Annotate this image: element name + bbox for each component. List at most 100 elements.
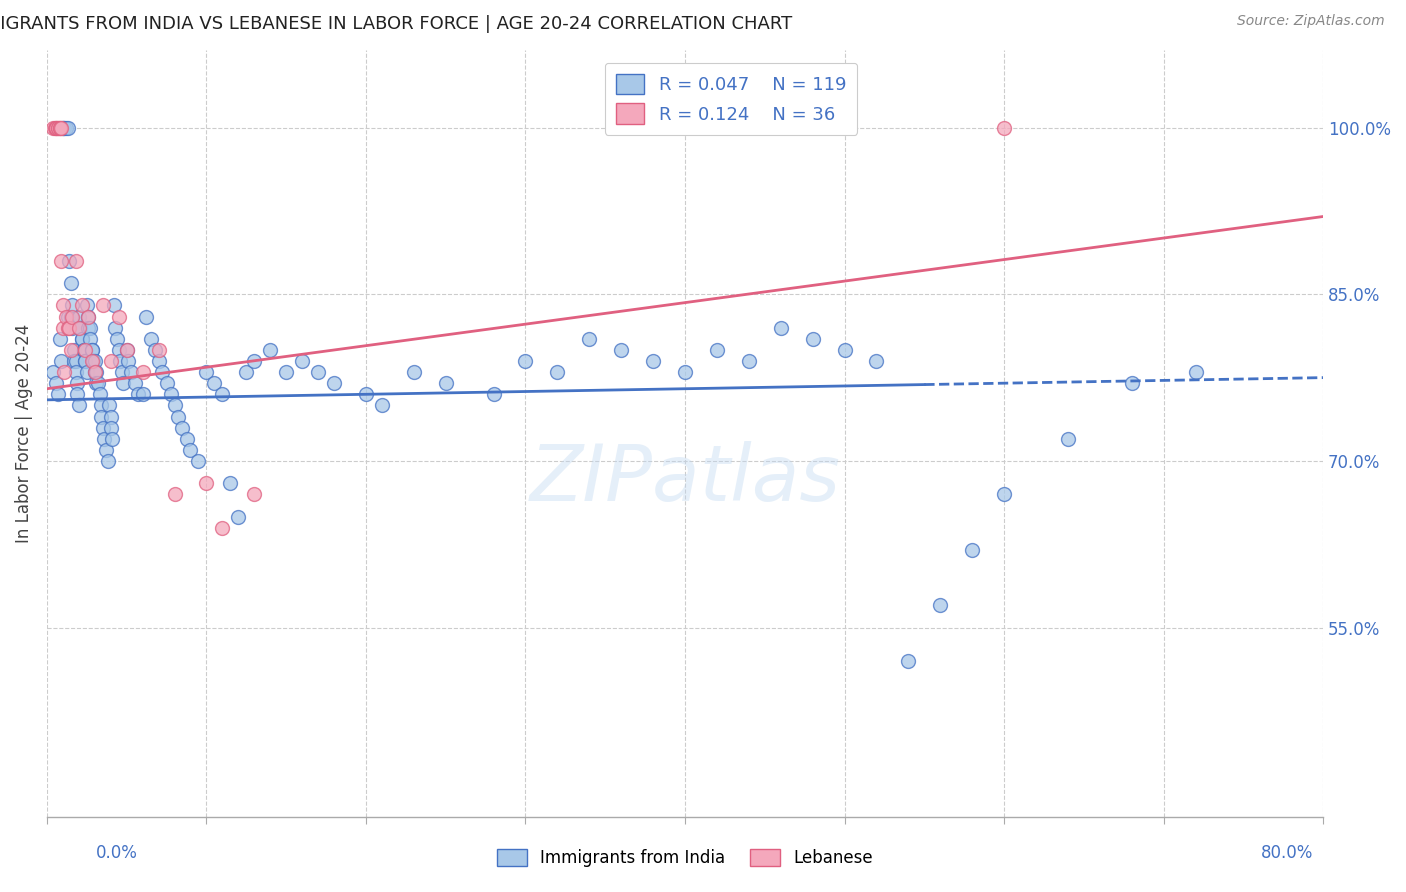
Point: [67, 398, 90, 412]
Point: [100, 409, 122, 424]
Point: [107, 343, 129, 357]
Point: [48, 120, 70, 135]
Point: [67, 310, 90, 324]
Point: [155, 376, 177, 391]
Point: [51, 120, 73, 135]
Point: [83, 354, 105, 368]
Point: [127, 387, 149, 401]
Point: [46, 120, 69, 135]
Point: [63, 343, 86, 357]
Point: [42, 120, 65, 135]
Point: [55, 310, 77, 324]
Point: [131, 387, 153, 401]
Point: [104, 320, 127, 334]
Point: [993, 487, 1015, 501]
Point: [59, 276, 82, 290]
Point: [65, 365, 87, 379]
Point: [148, 354, 170, 368]
Point: [98, 398, 121, 412]
Point: [70, 332, 93, 346]
Point: [371, 398, 394, 412]
Point: [243, 487, 266, 501]
Point: [58, 320, 80, 334]
Point: [59, 343, 82, 357]
Point: [145, 343, 167, 357]
Point: [515, 354, 537, 368]
Point: [76, 298, 98, 312]
Point: [91, 420, 114, 434]
Point: [434, 376, 457, 391]
Point: [610, 343, 633, 357]
Point: [65, 354, 87, 368]
Point: [1121, 376, 1143, 391]
Point: [80, 343, 103, 357]
Point: [801, 332, 824, 346]
Point: [1057, 432, 1080, 446]
Point: [77, 310, 100, 324]
Point: [51, 254, 73, 268]
Legend: R = 0.047    N = 119, R = 0.124    N = 36: R = 0.047 N = 119, R = 0.124 N = 36: [605, 62, 858, 135]
Point: [120, 365, 142, 379]
Point: [59, 310, 82, 324]
Point: [83, 365, 105, 379]
Point: [48, 120, 70, 135]
Point: [115, 343, 138, 357]
Point: [228, 509, 250, 524]
Y-axis label: In Labor Force | Age 20-24: In Labor Force | Age 20-24: [15, 324, 32, 543]
Point: [195, 476, 218, 491]
Point: [66, 376, 89, 391]
Point: [89, 387, 111, 401]
Point: [75, 343, 97, 357]
Point: [45, 120, 67, 135]
Point: [124, 376, 146, 391]
Point: [69, 320, 91, 334]
Point: [93, 432, 115, 446]
Point: [111, 365, 134, 379]
Point: [46, 120, 69, 135]
Point: [202, 376, 225, 391]
Point: [62, 298, 84, 312]
Point: [83, 365, 105, 379]
Point: [117, 354, 139, 368]
Point: [176, 432, 198, 446]
Point: [53, 365, 76, 379]
Text: ZIPatlas: ZIPatlas: [530, 442, 841, 517]
Point: [52, 120, 75, 135]
Point: [70, 332, 93, 346]
Point: [179, 442, 201, 457]
Point: [52, 320, 75, 334]
Point: [101, 432, 124, 446]
Text: 0.0%: 0.0%: [96, 844, 138, 862]
Point: [172, 420, 194, 434]
Point: [72, 343, 94, 357]
Point: [546, 365, 568, 379]
Point: [115, 343, 138, 357]
Point: [65, 254, 87, 268]
Point: [62, 320, 84, 334]
Point: [235, 365, 257, 379]
Point: [929, 599, 952, 613]
Point: [402, 365, 425, 379]
Point: [87, 376, 110, 391]
Point: [960, 542, 983, 557]
Point: [166, 409, 188, 424]
Point: [163, 487, 186, 501]
Point: [72, 343, 94, 357]
Point: [77, 320, 100, 334]
Point: [187, 454, 209, 468]
Point: [865, 354, 887, 368]
Point: [66, 387, 89, 401]
Point: [90, 398, 112, 412]
Point: [55, 120, 77, 135]
Point: [91, 298, 114, 312]
Point: [307, 365, 329, 379]
Point: [160, 387, 183, 401]
Point: [323, 376, 346, 391]
Point: [58, 254, 80, 268]
Point: [79, 320, 101, 334]
Point: [82, 354, 104, 368]
Point: [107, 310, 129, 324]
Point: [211, 521, 233, 535]
Point: [195, 365, 218, 379]
Point: [1184, 365, 1206, 379]
